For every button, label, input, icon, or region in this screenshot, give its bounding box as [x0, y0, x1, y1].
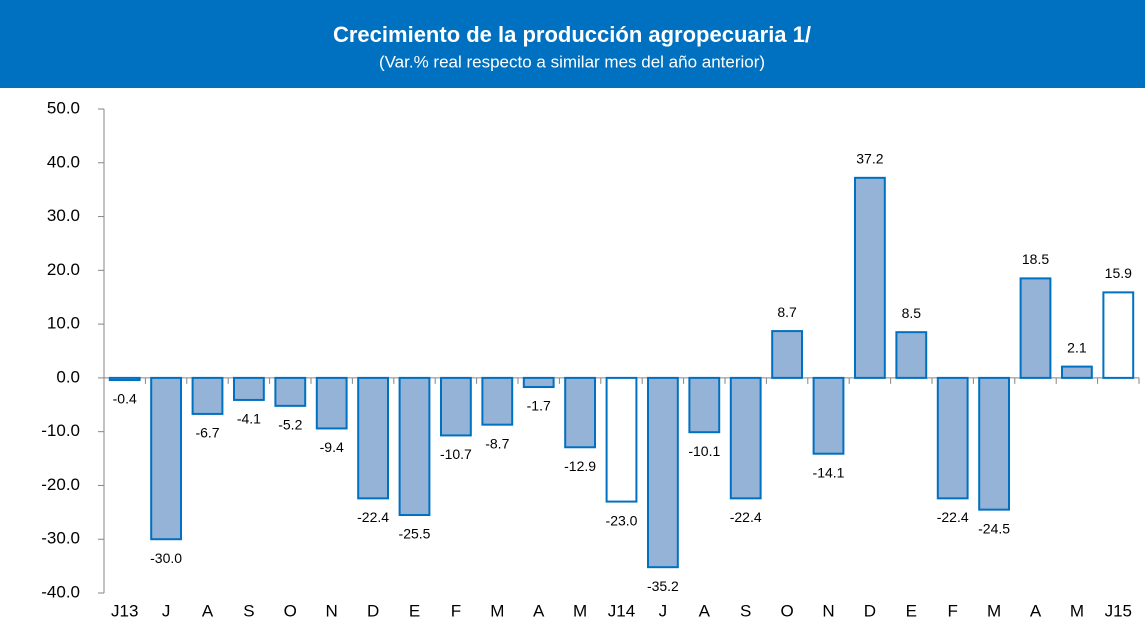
- x-tick-label: A: [1030, 601, 1042, 620]
- value-label: -23.0: [606, 512, 638, 528]
- value-label: 8.5: [902, 305, 922, 321]
- value-label: 8.7: [777, 304, 797, 320]
- bar: [522, 376, 555, 389]
- bar: [1102, 291, 1135, 379]
- value-label: -0.4: [113, 391, 137, 407]
- x-tick-label: D: [864, 601, 876, 620]
- x-tick-label: N: [822, 601, 834, 620]
- y-tick-label: 30.0: [47, 206, 80, 225]
- y-tick-label: -20.0: [41, 475, 80, 494]
- x-tick-label: E: [906, 601, 917, 620]
- x-tick-label: J15: [1105, 601, 1132, 620]
- value-label: 37.2: [856, 151, 883, 167]
- x-tick-label: S: [243, 601, 254, 620]
- x-tick-label: F: [451, 601, 461, 620]
- y-tick-label: -30.0: [41, 529, 80, 548]
- x-tick-label: S: [740, 601, 751, 620]
- x-tick-label: J14: [608, 601, 635, 620]
- value-label: -10.1: [688, 443, 720, 459]
- bar: [729, 376, 762, 500]
- bar: [150, 376, 183, 541]
- x-tick-label: M: [573, 601, 587, 620]
- bar: [315, 376, 348, 430]
- bar: [646, 376, 679, 569]
- x-tick-label: O: [284, 601, 297, 620]
- value-label: -25.5: [399, 526, 431, 542]
- y-tick-label: 20.0: [47, 260, 80, 279]
- x-tick-label: D: [367, 601, 379, 620]
- value-label: -9.4: [320, 439, 344, 455]
- bar: [605, 376, 638, 503]
- value-label: -14.1: [813, 464, 845, 480]
- x-tick-label: J: [659, 601, 668, 620]
- x-tick-label: A: [699, 601, 711, 620]
- x-tick-label: M: [490, 601, 504, 620]
- bar: [1060, 365, 1093, 379]
- bar: [398, 376, 431, 517]
- x-tick-label: E: [409, 601, 420, 620]
- value-label: -30.0: [150, 550, 182, 566]
- value-label: -5.2: [278, 417, 302, 433]
- y-tick-label: 50.0: [47, 98, 80, 117]
- x-tick-label: N: [326, 601, 338, 620]
- chart-title: Crecimiento de la producción agropecuari…: [333, 22, 811, 47]
- x-tick-label: A: [533, 601, 545, 620]
- bar: [895, 331, 928, 379]
- bar: [108, 376, 141, 382]
- bar: [1019, 277, 1052, 379]
- x-tick-label: F: [948, 601, 958, 620]
- value-label: -35.2: [647, 578, 679, 594]
- bar: [936, 376, 969, 500]
- bar: [481, 376, 514, 426]
- bar: [812, 376, 845, 455]
- x-tick-label: O: [780, 601, 793, 620]
- value-label: -24.5: [978, 520, 1010, 536]
- bar: [853, 176, 886, 379]
- value-label: -22.4: [357, 509, 389, 525]
- value-label: -6.7: [195, 425, 219, 441]
- value-label: -1.7: [527, 398, 551, 414]
- bar: [357, 376, 390, 500]
- value-label: -10.7: [440, 446, 472, 462]
- bar: [232, 376, 265, 401]
- bar: [688, 376, 721, 434]
- chart-subtitle: (Var.% real respecto a similar mes del a…: [379, 52, 765, 71]
- title-banner: [0, 0, 1145, 88]
- value-label: -8.7: [485, 435, 509, 451]
- value-label: -22.4: [937, 509, 969, 525]
- x-tick-label: M: [987, 601, 1001, 620]
- y-tick-label: -10.0: [41, 421, 80, 440]
- bar: [274, 376, 307, 407]
- x-tick-label: J: [162, 601, 171, 620]
- bar: [564, 376, 597, 449]
- value-label: -12.9: [564, 458, 596, 474]
- bar: [439, 376, 472, 437]
- value-label: -4.1: [237, 411, 261, 427]
- y-tick-label: -40.0: [41, 582, 80, 601]
- x-tick-label: J13: [111, 601, 138, 620]
- value-label: 18.5: [1022, 251, 1049, 267]
- y-tick-label: 0.0: [56, 367, 80, 386]
- y-tick-label: 40.0: [47, 152, 80, 171]
- bar: [191, 376, 224, 415]
- value-label: 2.1: [1067, 339, 1087, 355]
- bar: [771, 330, 804, 379]
- x-tick-label: M: [1070, 601, 1084, 620]
- value-label: 15.9: [1105, 265, 1132, 281]
- bar: [978, 376, 1011, 511]
- x-tick-label: A: [202, 601, 214, 620]
- value-label: -22.4: [730, 509, 762, 525]
- y-tick-label: 10.0: [47, 314, 80, 333]
